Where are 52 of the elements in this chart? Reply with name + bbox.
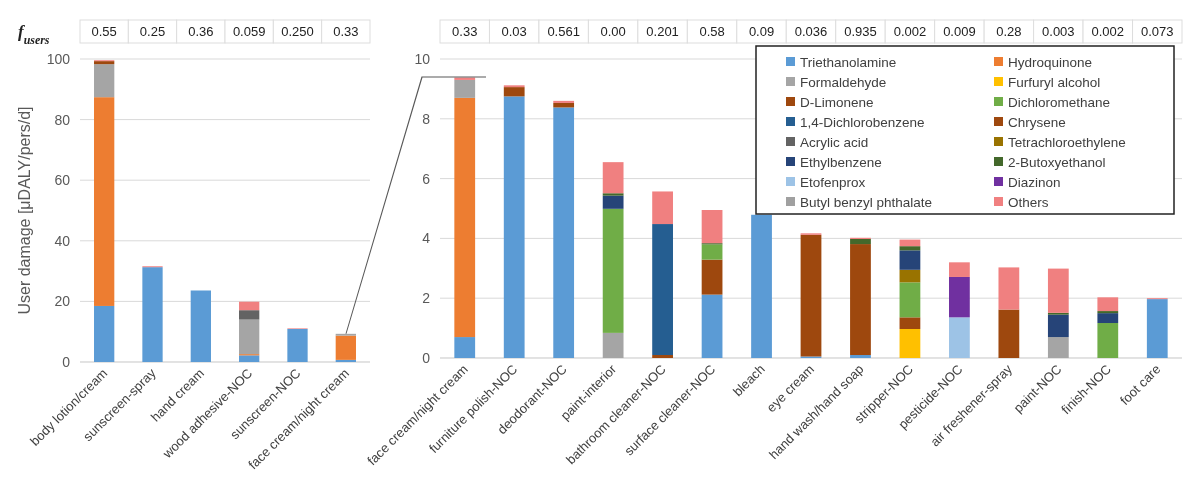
y-tick-label: 0 bbox=[422, 350, 431, 366]
legend-label: Butyl benzyl phthalate bbox=[800, 195, 933, 210]
y-tick-label: 80 bbox=[54, 111, 71, 128]
legend-label: Acrylic acid bbox=[800, 135, 869, 150]
legend-label: Formaldehyde bbox=[800, 75, 887, 90]
legend-label: D-Limonene bbox=[800, 95, 874, 110]
text: 0.201 bbox=[646, 24, 679, 39]
legend-label: Tetrachloroethylene bbox=[1008, 135, 1126, 150]
y-tick-label: 40 bbox=[54, 232, 71, 249]
y-tick-label: 60 bbox=[54, 172, 71, 189]
text: 0.28 bbox=[996, 24, 1022, 39]
x-tick-label: foot care bbox=[1117, 361, 1164, 408]
text: 0.250 bbox=[281, 24, 314, 39]
text: 0.09 bbox=[748, 24, 775, 39]
text: 0.036 bbox=[794, 24, 828, 39]
legend-label: Hydroquinone bbox=[1008, 55, 1093, 70]
legend-label: Dichloromethane bbox=[1008, 95, 1111, 110]
y-tick-label: 8 bbox=[422, 110, 431, 127]
legend-label: 2-Butoxyethanol bbox=[1008, 155, 1106, 170]
text: 0.03 bbox=[501, 24, 527, 39]
legend-label: Chrysene bbox=[1008, 115, 1066, 130]
legend-label: Furfuryl alcohol bbox=[1008, 75, 1101, 90]
legend-label: 1,4-Dichlorobenzene bbox=[800, 115, 925, 130]
text: 0.059 bbox=[232, 24, 266, 39]
text: 0.003 bbox=[1042, 24, 1075, 39]
y-tick-label: 2 bbox=[422, 290, 431, 307]
text: 0.33 bbox=[452, 24, 478, 39]
text: 0.073 bbox=[1140, 24, 1174, 39]
text: 0.002 bbox=[1091, 24, 1125, 39]
legend-label: Diazinon bbox=[1008, 175, 1061, 190]
text: 0.55 bbox=[91, 24, 117, 39]
text: 0.002 bbox=[893, 24, 927, 39]
legend-label: Etofenprox bbox=[800, 175, 866, 190]
text: 0.009 bbox=[943, 24, 976, 39]
text: 0.561 bbox=[547, 24, 580, 39]
y-tick-label: 4 bbox=[422, 230, 431, 247]
text: f$_{users}$ bbox=[18, 22, 50, 47]
y-tick-label: 0 bbox=[62, 354, 71, 370]
legend-label: Ethylbenzene bbox=[800, 155, 882, 170]
y-tick-label: 10 bbox=[414, 51, 431, 67]
y-tick-label: 6 bbox=[422, 170, 431, 187]
y-tick-label: 20 bbox=[54, 293, 71, 310]
text: 0.33 bbox=[333, 24, 359, 39]
legend-label: Triethanolamine bbox=[800, 55, 897, 70]
text: 0.00 bbox=[600, 24, 626, 39]
text: 0.935 bbox=[844, 24, 877, 39]
text: 0.36 bbox=[188, 24, 214, 39]
text: 0.58 bbox=[699, 24, 725, 39]
y-tick-label: 100 bbox=[46, 51, 71, 67]
text: 0.25 bbox=[139, 24, 166, 39]
y-axis-title: User damage [μDALY/pers/d] bbox=[16, 106, 33, 315]
legend-label: Others bbox=[1008, 195, 1049, 210]
